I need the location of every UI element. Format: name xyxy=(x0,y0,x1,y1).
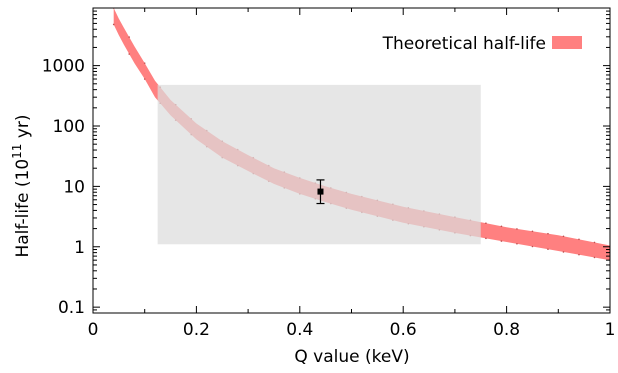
y-tick-label: 1 xyxy=(74,238,85,258)
band-edge-dot xyxy=(531,230,534,233)
band-edge-dot xyxy=(593,241,596,244)
band-edge-dot xyxy=(516,228,518,230)
band-edge-dot xyxy=(143,78,146,80)
x-tick-label: 0.4 xyxy=(286,320,313,340)
band-edge-dot xyxy=(128,53,130,55)
data-point xyxy=(317,188,324,195)
x-tick-label: 1 xyxy=(605,320,616,340)
data-points xyxy=(316,179,325,205)
band-edge-dot xyxy=(562,251,565,253)
y-axis-title-exponent: 11 xyxy=(10,144,24,159)
legend-swatch xyxy=(552,36,582,49)
band-edge-dot xyxy=(531,245,534,248)
band-edge-dot xyxy=(593,256,596,259)
band-edge-dot xyxy=(485,237,487,240)
band-edge-dot xyxy=(128,36,130,38)
x-axis-title: Q value (keV) xyxy=(294,347,409,367)
y-axis-title: Half-life (1011 yr) xyxy=(10,114,33,257)
x-tick-label: 0 xyxy=(88,320,99,340)
y-tick-label: 100 xyxy=(53,117,85,137)
legend-label: Theoretical half-life xyxy=(382,34,546,54)
band-edge-dot xyxy=(578,253,580,256)
x-tick-label: 0.2 xyxy=(183,320,210,340)
band-edge-dot xyxy=(516,242,518,245)
x-tick-label: 0.8 xyxy=(493,320,520,340)
x-tick-label: 0.6 xyxy=(390,320,417,340)
y-axis-title-prefix: Half-life (10 xyxy=(13,159,33,258)
band-edge-dot xyxy=(562,235,565,238)
band-edge-dot xyxy=(112,23,115,26)
axes: 0 0.2 0.4 0.6 0.8 1 0.1 1 10 100 1000 xyxy=(42,7,616,340)
band-edge-dot xyxy=(547,232,549,235)
y-tick-label: 0.1 xyxy=(58,298,85,318)
band-edge-dot xyxy=(485,222,487,225)
legend: Theoretical half-life xyxy=(382,34,582,54)
band-edge-dot xyxy=(547,248,549,251)
band-edge-dot xyxy=(143,62,146,64)
region-rect xyxy=(157,84,481,245)
band-edge-dot xyxy=(500,225,503,228)
y-axis-title-suffix: yr) xyxy=(13,114,33,143)
exclusion-region xyxy=(157,84,481,245)
y-tick-label: 1000 xyxy=(42,57,85,77)
band-edge-dot xyxy=(578,238,580,241)
y-tick-label: 10 xyxy=(63,177,85,197)
band-edge-dot xyxy=(500,240,503,242)
